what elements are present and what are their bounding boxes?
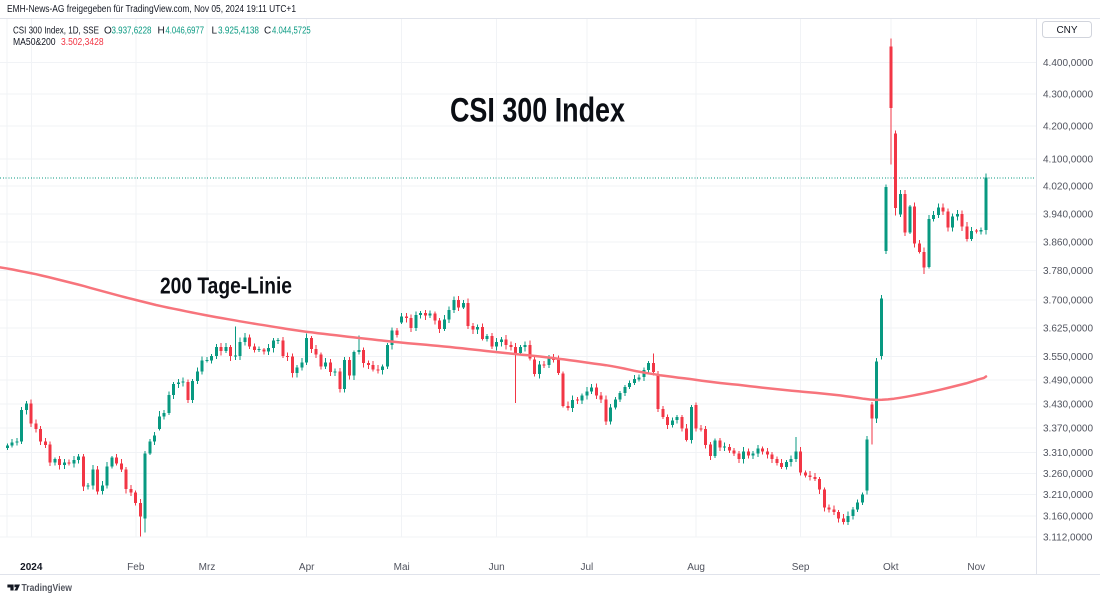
- svg-text:O: O: [104, 26, 112, 37]
- svg-text:CNY: CNY: [1056, 25, 1077, 36]
- svg-text:Feb: Feb: [127, 562, 145, 573]
- svg-text:EMH-News-AG freigegeben für Tr: EMH-News-AG freigegeben für TradingView.…: [7, 4, 296, 15]
- svg-text:3.112,0000: 3.112,0000: [1043, 533, 1093, 544]
- svg-text:3.700,0000: 3.700,0000: [1043, 295, 1093, 306]
- svg-text:3.860,0000: 3.860,0000: [1043, 237, 1093, 248]
- svg-text:3.625,0000: 3.625,0000: [1043, 324, 1093, 335]
- svg-text:3.925,4138: 3.925,4138: [218, 26, 259, 37]
- svg-text:CSI 300 Index, 1D, SSE: CSI 300 Index, 1D, SSE: [13, 26, 99, 37]
- svg-text:Nov: Nov: [967, 562, 985, 573]
- svg-text:MA50&200: MA50&200: [13, 37, 56, 48]
- svg-text:3.260,0000: 3.260,0000: [1043, 469, 1093, 480]
- svg-text:Sep: Sep: [792, 562, 810, 573]
- svg-text:4.400,0000: 4.400,0000: [1043, 58, 1093, 69]
- svg-text:3.370,0000: 3.370,0000: [1043, 424, 1093, 435]
- svg-text:CSI 300 Index: CSI 300 Index: [450, 92, 625, 130]
- svg-text:3.310,0000: 3.310,0000: [1043, 448, 1093, 459]
- svg-text:Jul: Jul: [581, 562, 594, 573]
- svg-text:4.200,0000: 4.200,0000: [1043, 122, 1093, 133]
- svg-text:Okt: Okt: [883, 562, 899, 573]
- svg-text:Mai: Mai: [394, 562, 410, 573]
- svg-text:3.490,0000: 3.490,0000: [1043, 376, 1093, 387]
- svg-text:4.100,0000: 4.100,0000: [1043, 155, 1093, 166]
- svg-text:3.160,0000: 3.160,0000: [1043, 512, 1093, 523]
- svg-text:3.940,0000: 3.940,0000: [1043, 209, 1093, 220]
- svg-text:3.937,6228: 3.937,6228: [112, 26, 152, 37]
- svg-text:4.046,6977: 4.046,6977: [166, 26, 205, 37]
- svg-text:Aug: Aug: [687, 562, 705, 573]
- svg-text:C: C: [264, 26, 271, 37]
- svg-text:3.502,3428: 3.502,3428: [61, 37, 104, 48]
- svg-text:TradingView: TradingView: [22, 582, 73, 594]
- svg-text:Apr: Apr: [299, 562, 315, 573]
- svg-text:4.044,5725: 4.044,5725: [272, 26, 311, 37]
- svg-text:3.430,0000: 3.430,0000: [1043, 399, 1093, 410]
- svg-text:Jun: Jun: [489, 562, 505, 573]
- svg-text:L: L: [212, 26, 218, 37]
- svg-text:4.300,0000: 4.300,0000: [1043, 90, 1093, 101]
- svg-text:3.210,0000: 3.210,0000: [1043, 490, 1093, 501]
- svg-text:200 Tage-Linie: 200 Tage-Linie: [160, 273, 292, 299]
- svg-text:Mrz: Mrz: [199, 562, 216, 573]
- svg-text:2024: 2024: [20, 562, 43, 573]
- svg-text:H: H: [158, 26, 165, 37]
- svg-text:3.550,0000: 3.550,0000: [1043, 352, 1093, 363]
- svg-text:4.020,0000: 4.020,0000: [1043, 182, 1093, 193]
- svg-text:3.780,0000: 3.780,0000: [1043, 266, 1093, 277]
